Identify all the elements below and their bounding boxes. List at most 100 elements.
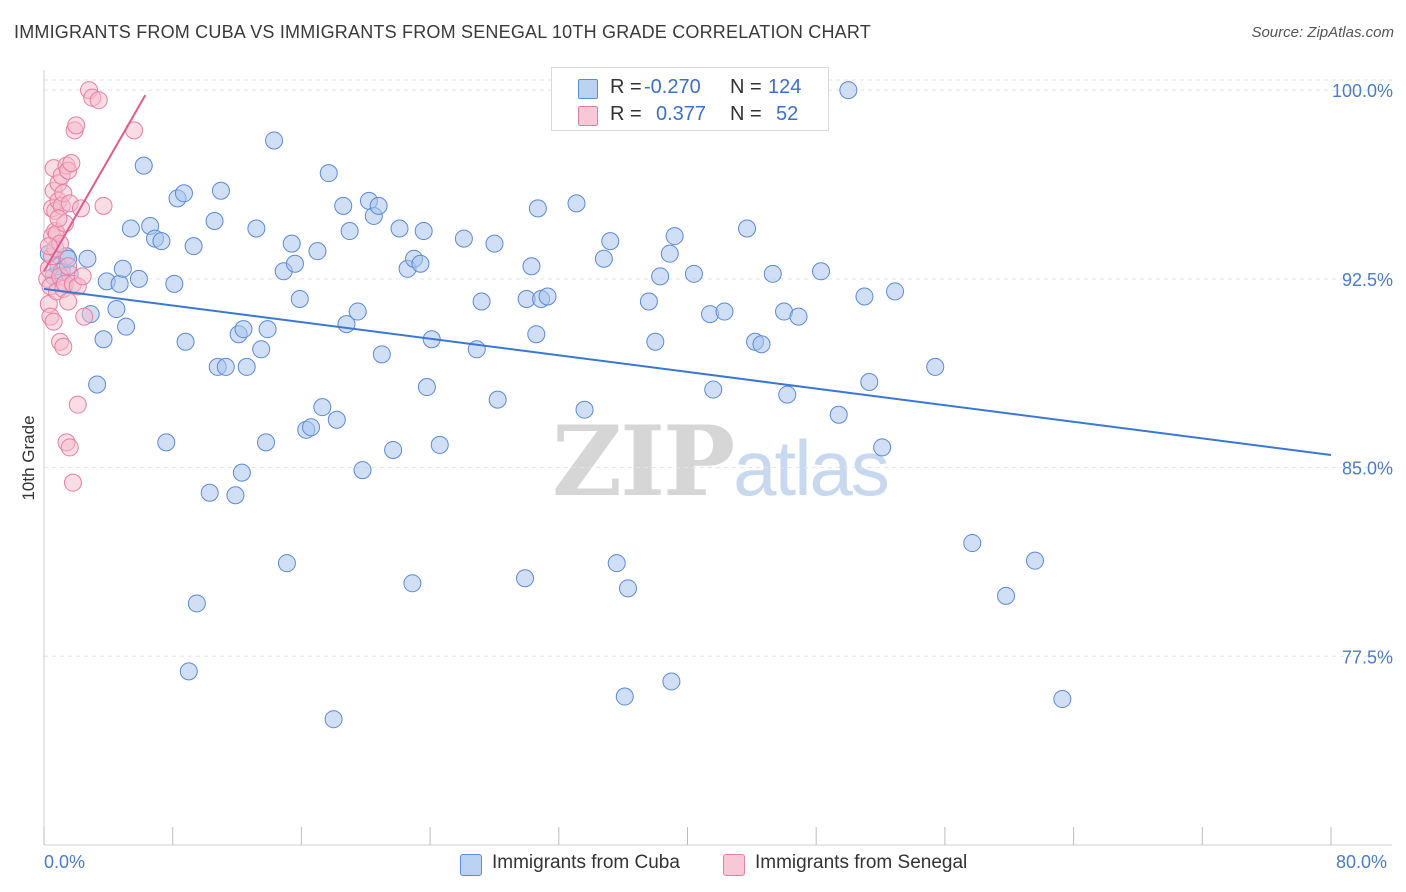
legend-r-label: R = [610, 103, 642, 125]
cuba-point [414, 222, 433, 241]
legend-swatch-senegal [578, 106, 598, 126]
legend-row-senegal: R = 0.377 N = 52 [552, 102, 828, 128]
cuba-point [839, 81, 858, 100]
legend-r-value-senegal: 0.377 [656, 103, 707, 125]
cuba-point [684, 264, 703, 283]
legend-n-label: N = [730, 76, 762, 98]
cuba-point [829, 405, 848, 424]
cuba-point [200, 483, 219, 502]
trend-lines [43, 94, 1332, 456]
axes [43, 70, 1392, 846]
cuba-point [662, 672, 681, 691]
cuba-point [472, 292, 491, 311]
correlation-legend: R = -0.270 N = 124 R = 0.377 N = 52 [551, 67, 829, 131]
cuba-point [258, 320, 277, 339]
senegal-point [59, 292, 78, 311]
cuba-point [211, 181, 230, 200]
cuba-point [618, 579, 637, 598]
cuba-point [454, 229, 473, 248]
senegal-point [60, 438, 79, 457]
senegal-point [54, 337, 73, 356]
cuba-point [485, 234, 504, 253]
cuba-point [94, 330, 113, 349]
series-swatch-cuba [460, 854, 482, 876]
cuba-point [121, 219, 140, 238]
cuba-point [327, 410, 346, 429]
cuba-point [575, 400, 594, 419]
cuba-point [390, 219, 409, 238]
cuba-point [715, 302, 734, 321]
cuba-point [639, 292, 658, 311]
cuba-point [184, 237, 203, 256]
cuba-point [340, 222, 359, 241]
cuba-point [290, 289, 309, 308]
cuba-point [353, 461, 372, 480]
senegal-point [49, 209, 68, 228]
cuba-point [324, 710, 343, 729]
cuba-point [538, 287, 557, 306]
cuba-point [752, 335, 771, 354]
legend-n-value-senegal: 52 [776, 103, 799, 125]
source-credit: Source: ZipAtlas.com [1251, 24, 1394, 41]
watermark-zip: ZIP [552, 405, 735, 518]
cuba-point [113, 259, 132, 278]
cuba-point [216, 357, 235, 376]
senegal-point [73, 267, 92, 286]
cuba-point [88, 375, 107, 394]
cuba-point [187, 594, 206, 613]
cuba-point [522, 257, 541, 276]
cuba-point [403, 574, 422, 593]
cuba-point [129, 269, 148, 288]
cuba-point [607, 554, 626, 573]
cuba-point [963, 534, 982, 553]
cuba-point [107, 300, 126, 319]
cuba-point [660, 244, 679, 263]
cuba-point [372, 345, 391, 364]
cuba-point [886, 282, 905, 301]
cuba-point [855, 287, 874, 306]
series-label-cuba: Immigrants from Cuba [492, 852, 680, 873]
legend-row-cuba: R = -0.270 N = 124 [552, 75, 828, 101]
series-swatch-senegal [723, 854, 745, 876]
cuba-point [567, 194, 586, 213]
cuba-point [110, 274, 129, 293]
cuba-point [152, 232, 171, 251]
series-legend: Immigrants from Cuba Immigrants from Sen… [0, 851, 1406, 879]
cuba-point [873, 438, 892, 457]
legend-swatch-cuba [578, 79, 598, 99]
cuba-point [528, 199, 547, 218]
y-tick-label: 77.5% [1342, 647, 1393, 667]
cuba-point [117, 317, 136, 336]
cuba-point [527, 325, 546, 344]
cuba-point [516, 569, 535, 588]
cuba-point [763, 264, 782, 283]
legend-n-label: N = [730, 103, 762, 125]
cuba-point [277, 554, 296, 573]
cuba-points [39, 81, 1072, 729]
senegal-point [75, 307, 94, 326]
cuba-point [234, 320, 253, 339]
cuba-point [174, 184, 193, 203]
cuba-point [302, 418, 321, 437]
cuba-point [252, 340, 271, 359]
cuba-point [179, 662, 198, 681]
cuba-point [1025, 551, 1044, 570]
senegal-point [44, 312, 63, 331]
cuba-point [778, 385, 797, 404]
cuba-point [411, 254, 430, 273]
x-tick-label-max: 80.0% [1336, 852, 1388, 872]
series-label-senegal: Immigrants from Senegal [755, 852, 968, 873]
senegal-point [59, 257, 78, 276]
senegal-point [63, 473, 82, 492]
senegal-point [62, 154, 81, 173]
cuba-trend-line [43, 287, 1332, 456]
cuba-point [257, 433, 276, 452]
cuba-point [205, 211, 224, 230]
cuba-point [646, 332, 665, 351]
y-axis-label: 10th Grade [19, 415, 38, 500]
cuba-point [860, 373, 879, 392]
cuba-point [369, 196, 388, 215]
cuba-point [812, 262, 831, 281]
cuba-point [601, 232, 620, 251]
y-tick-label: 85.0% [1342, 459, 1393, 479]
